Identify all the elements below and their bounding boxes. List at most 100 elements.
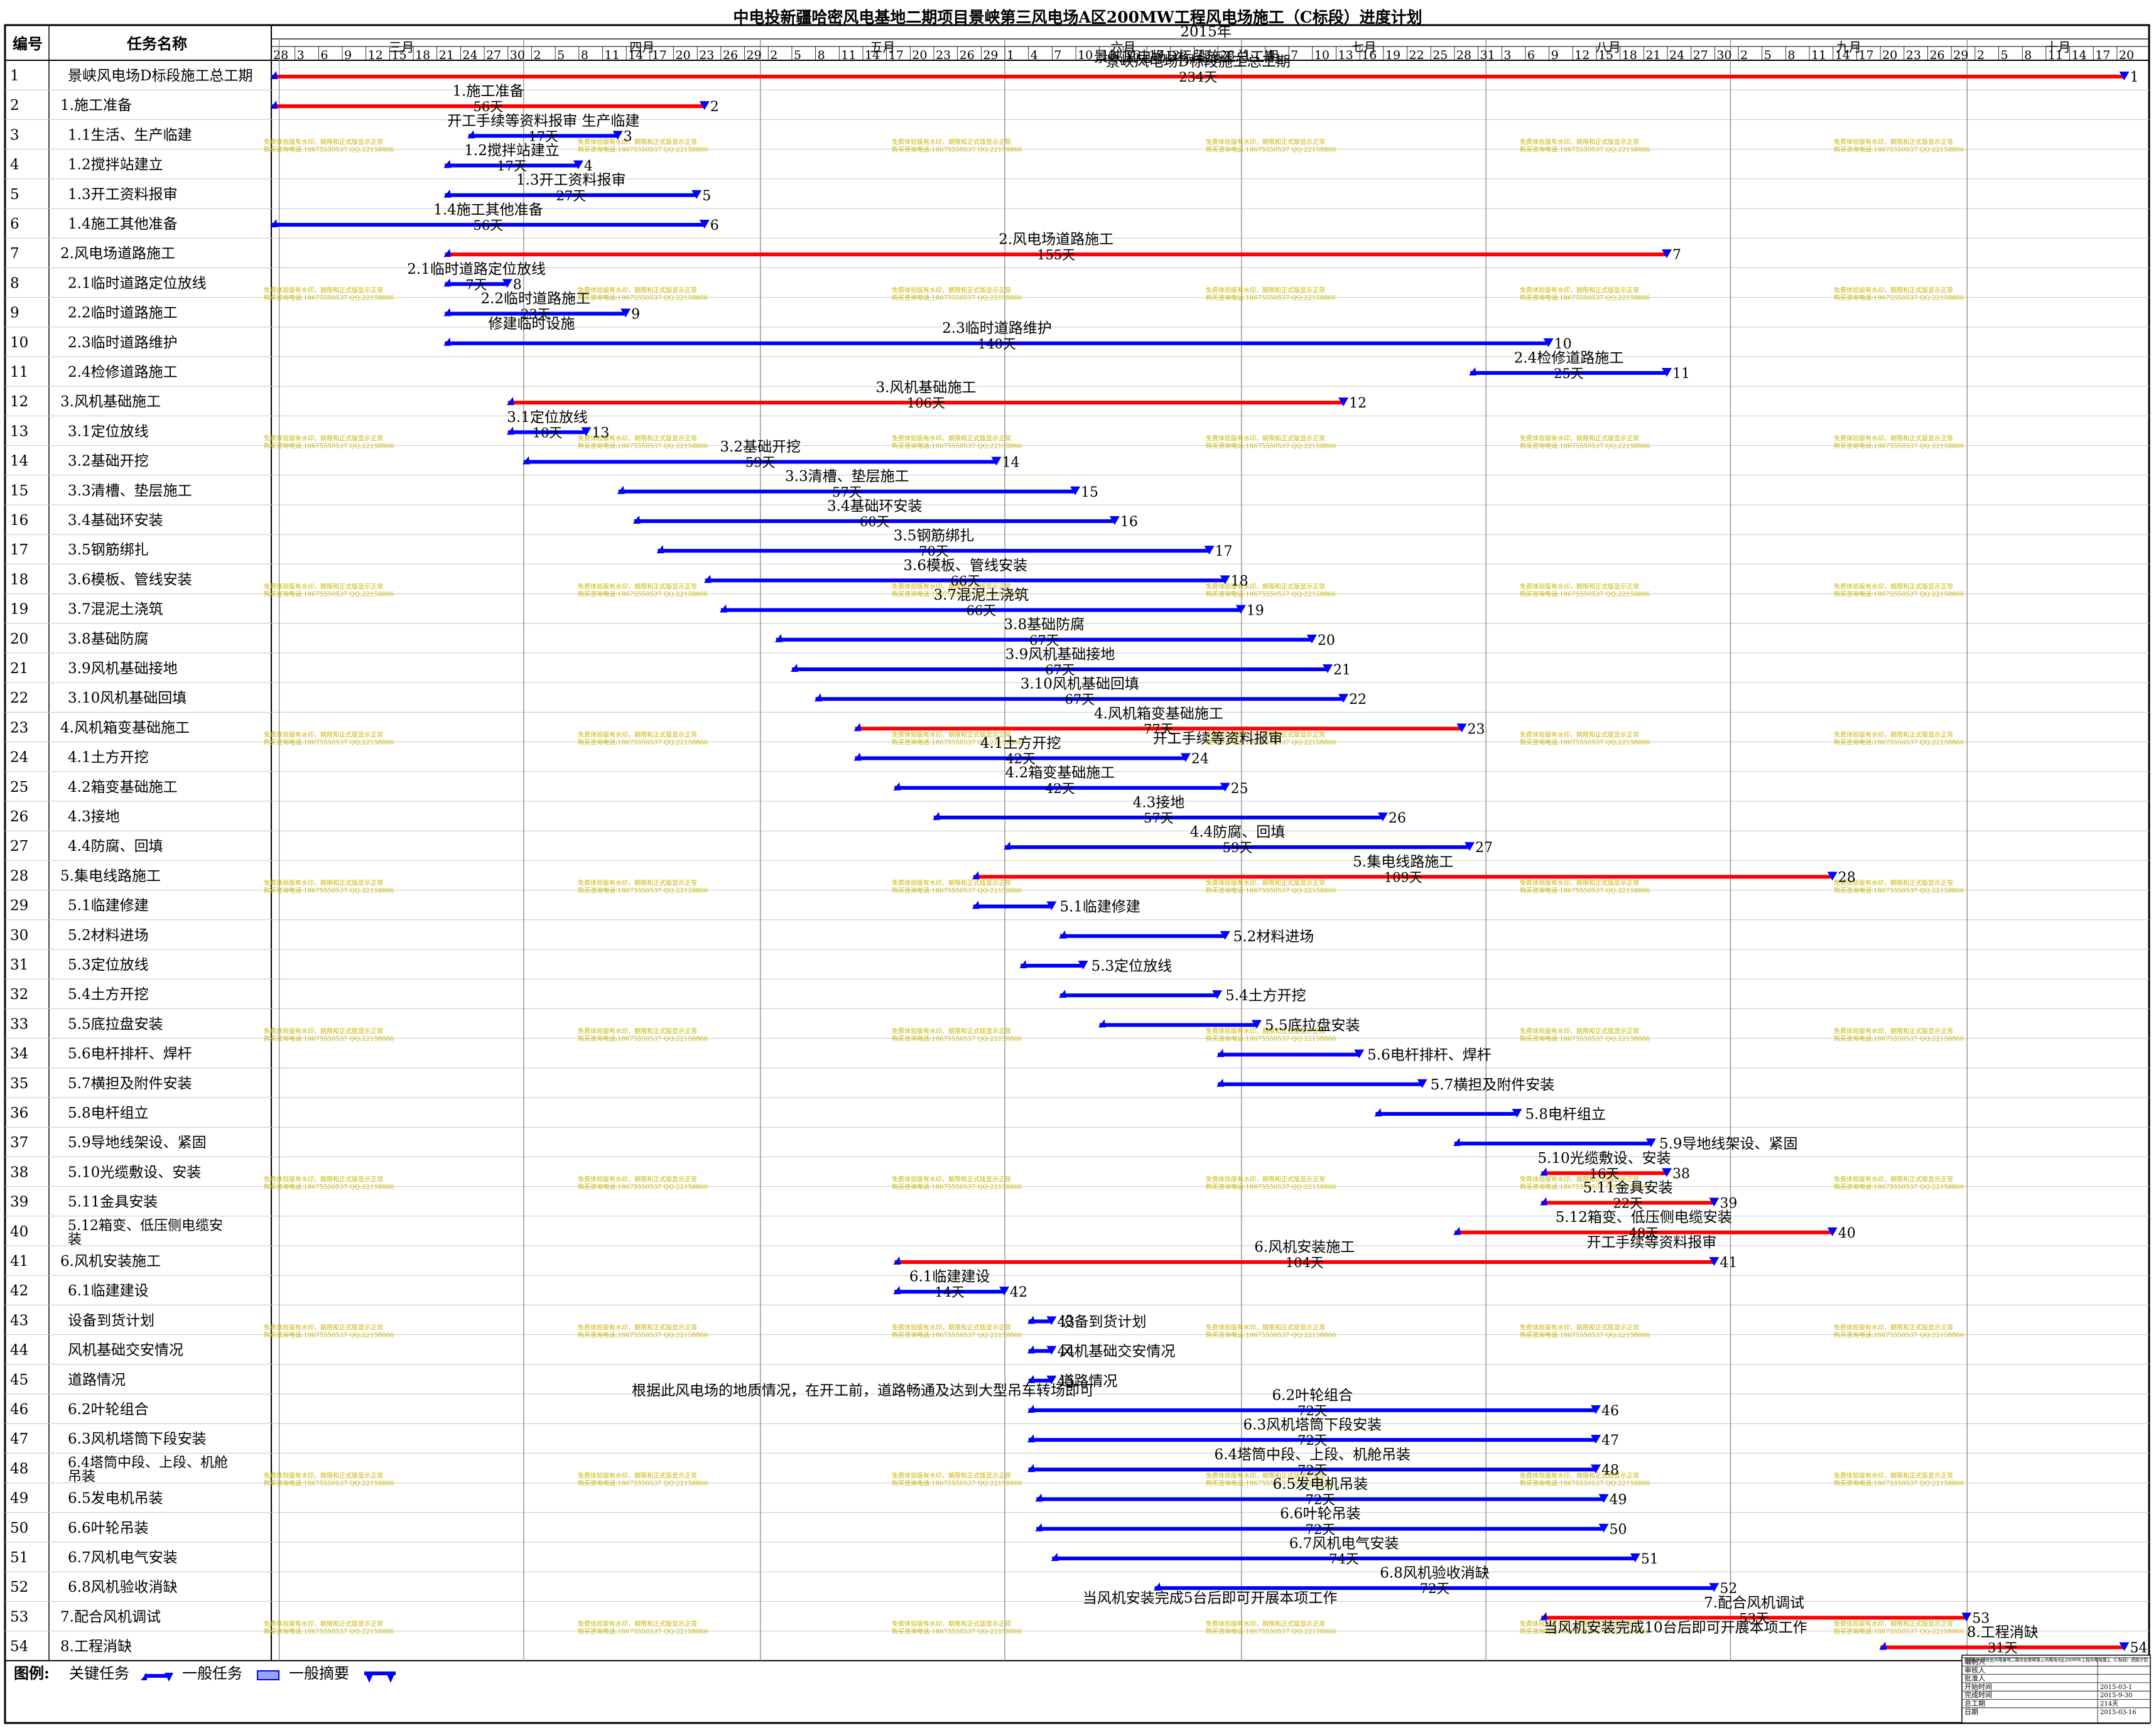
watermark-text: 免费体验版有水印，期限和正式版显示正常 [1206,1472,1325,1480]
bar-end-marker [1078,960,1088,969]
watermark-text: 免费体验版有水印，期限和正式版显示正常 [1206,1175,1325,1184]
watermark-text: 购买咨询电话:18675550537 QQ:22158866 [1520,1183,1650,1191]
day-tick-label: 29 [747,48,762,62]
row-id: 50 [10,1520,28,1536]
task-bar [1880,1645,2125,1650]
bar-end-number: 43 [1057,1314,1075,1330]
watermark-text: 购买咨询电话:18675550537 QQ:22158866 [1520,590,1650,598]
bar-duration: 67天 [1045,662,1075,678]
bar-label: 4.风机箱变基础施工 [1094,706,1223,722]
grid-layer [4,24,2150,1724]
day-tick-label: 10 [1078,48,1093,62]
bar-end-marker [612,131,623,140]
row-name: 3.5钢筋绑扎 [68,542,149,558]
row-id: 30 [10,927,28,944]
bar-start-marker [790,663,798,672]
bar-label: 6.8风机验收消缺 [1380,1565,1490,1582]
row-id: 23 [10,720,28,736]
watermark-text: 购买咨询电话:18675550537 QQ:22158866 [1834,1479,1964,1488]
bar-end-number: 10 [1554,337,1572,352]
row-id: 45 [10,1372,28,1388]
row-id: 20 [10,631,28,647]
day-tick-label: 26 [960,48,975,62]
bar-end-marker [1338,694,1349,703]
task-bar [658,549,1210,553]
bar-end-number: 17 [1215,544,1233,559]
bar-duration: 72天 [1420,1581,1450,1596]
day-tick-label: 8 [818,48,825,62]
task-bar [1028,1319,1053,1324]
watermark-text: 免费体验版有水印，期限和正式版显示正常 [892,731,1011,739]
bar-end-number: 25 [1231,781,1249,797]
watermark-text: 购买咨询电话:18675550537 QQ:22158866 [578,294,708,302]
watermark-text: 购买咨询电话:18675550537 QQ:22158866 [264,887,394,895]
row-name: 5.集电线路施工 [60,868,161,884]
task-bar [271,74,2125,78]
row-id: 22 [10,690,28,706]
task-bar [894,786,1226,790]
watermark-text: 购买咨询电话:18675550537 QQ:22158866 [1206,1479,1336,1488]
row-name: 7.配合风机调试 [60,1609,161,1625]
bar-start-marker [1216,1078,1225,1087]
bar-label: 3.4基础环安装 [827,498,923,514]
watermark-text: 免费体验版有水印，期限和正式版显示正常 [578,435,697,443]
row-id: 37 [10,1135,28,1151]
row-name: 6.2叶轮组合 [68,1401,149,1418]
task-bar [1059,993,1218,998]
watermark-text: 购买咨询电话:18675550537 QQ:22158866 [892,1479,1022,1488]
watermark-text: 购买咨询电话:18675550537 QQ:22158866 [1206,1035,1336,1043]
row-id: 26 [10,809,28,825]
bar-end-number: 9 [631,307,640,323]
bar-duration: 23天 [521,307,551,322]
watermark-text: 免费体验版有水印，期限和正式版显示正常 [892,1175,1011,1184]
row-id: 15 [10,483,28,499]
watermark-text: 购买咨询电话:18675550537 QQ:22158866 [1834,1183,1964,1191]
annotation-text: 当风机安装完成10台后即可开展本项工作 [1543,1620,1807,1636]
watermark-text: 免费体验版有水印，期限和正式版显示正常 [892,879,1011,887]
day-tick-label: 14 [2072,48,2087,62]
bar-end-marker [1354,1049,1365,1059]
bar-start-marker [1027,1464,1035,1472]
bar-duration: 70天 [919,544,949,559]
bar-end-marker [1377,812,1388,821]
bar-end-marker [1645,1138,1656,1148]
watermark-text: 购买咨询电话:18675550537 QQ:22158866 [892,146,1022,154]
bar-end-marker [1662,249,1672,259]
day-tick-label: 17 [2095,48,2110,62]
watermark-text: 购买咨询电话:18675550537 QQ:22158866 [1206,590,1336,598]
row-name: 5.11金具安装 [68,1194,158,1211]
watermark-text: 购买咨询电话:18675550537 QQ:22158866 [1520,887,1650,895]
bar-end-number: 19 [1247,603,1264,619]
watermark-text: 免费体验版有水印，期限和正式版显示正常 [1520,583,1639,591]
legend-critical-label: 关键任务 [69,1665,129,1682]
row-name: 6.3风机塔筒下段安装 [68,1431,207,1447]
watermark-text: 购买咨询电话:18675550537 QQ:22158866 [264,590,394,598]
bar-start-marker [1027,1374,1035,1383]
row-name: 2.风电场道路施工 [60,246,175,262]
bar-end-number: 46 [1601,1403,1619,1419]
bar-start-marker [1035,1523,1043,1531]
row-id: 41 [10,1253,28,1270]
row-id: 13 [10,423,28,440]
title-block-key: 编制人 [1964,1657,1985,1666]
task-bar [507,401,1345,405]
bar-start-marker [1879,1641,1887,1650]
row-name: 4.1土方开挖 [68,750,149,766]
row-name: 3.1定位放线 [68,423,149,440]
day-tick-label: 11 [841,48,856,62]
month-label: 五月 [870,40,895,55]
bar-label: 道路情况 [1059,1373,1117,1390]
day-tick-label: 16 [1362,48,1377,62]
outer-frame [4,24,2150,1724]
bar-end-number: 52 [1720,1581,1737,1597]
bar-end-marker [1220,575,1230,585]
day-tick-label: 25 [1196,48,1211,62]
bar-end-number: 13 [592,425,609,441]
watermark-text: 购买咨询电话:18675550537 QQ:22158866 [578,146,708,154]
bar-label: 5.12箱变、低压侧电缆安装 [1556,1209,1732,1226]
watermark-text: 免费体验版有水印，期限和正式版显示正常 [1206,1027,1325,1035]
watermark-text: 购买咨询电话:18675550537 QQ:22158866 [264,146,394,154]
bar-start-marker [1374,1108,1382,1116]
